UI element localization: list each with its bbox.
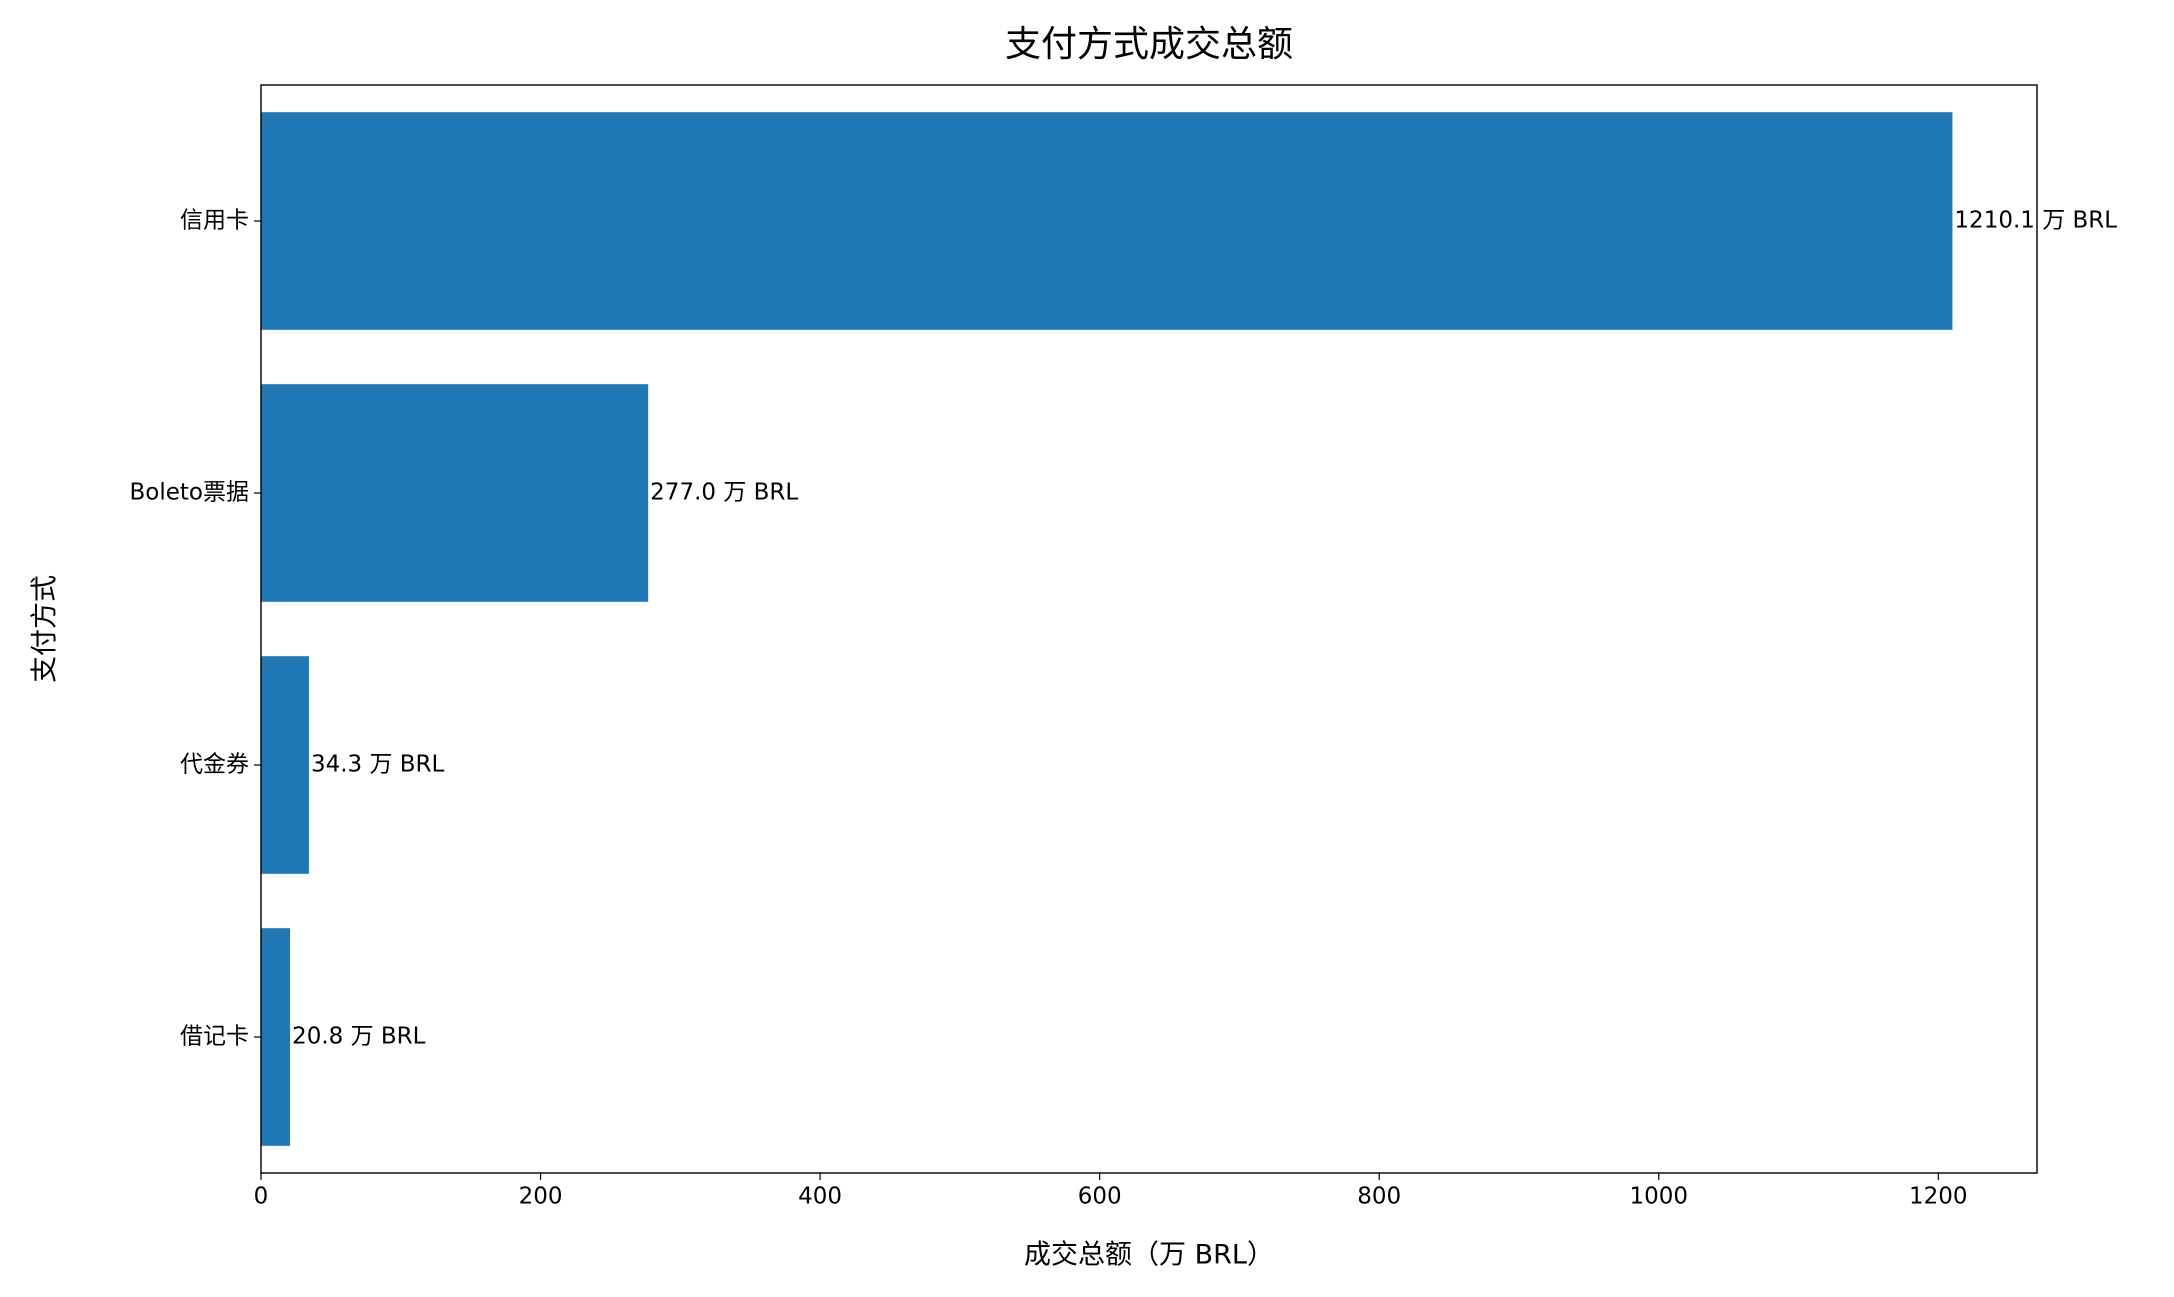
x-tick-label: 400 xyxy=(798,1184,842,1210)
value-label: 1210.1 万 BRL xyxy=(1954,208,2117,234)
x-tick-label: 1000 xyxy=(1629,1184,1688,1210)
bar xyxy=(261,928,291,1146)
x-axis-label: 成交总额（万 BRL） xyxy=(1024,1240,1274,1271)
bar xyxy=(261,656,309,874)
x-tick-label: 1200 xyxy=(1909,1184,1968,1210)
y-tick-label: 代金券 xyxy=(180,752,249,778)
chart-title: 支付方式成交总额 xyxy=(1005,24,1293,65)
x-tick-label: 200 xyxy=(519,1184,563,1210)
value-label: 20.8 万 BRL xyxy=(292,1024,426,1050)
bar xyxy=(261,112,1953,330)
value-label: 277.0 万 BRL xyxy=(650,480,798,506)
y-tick-label: Boleto票据 xyxy=(130,480,249,506)
plot-frame xyxy=(260,84,2038,1174)
y-axis-label: 支付方式 xyxy=(30,575,61,683)
x-tick-label: 600 xyxy=(1078,1184,1122,1210)
x-tick-label: 800 xyxy=(1357,1184,1401,1210)
y-tick-label: 借记卡 xyxy=(180,1024,249,1050)
bar xyxy=(261,384,649,602)
y-tick-label: 信用卡 xyxy=(180,208,249,234)
x-tick-label: 0 xyxy=(254,1184,269,1210)
value-label: 34.3 万 BRL xyxy=(311,752,445,778)
